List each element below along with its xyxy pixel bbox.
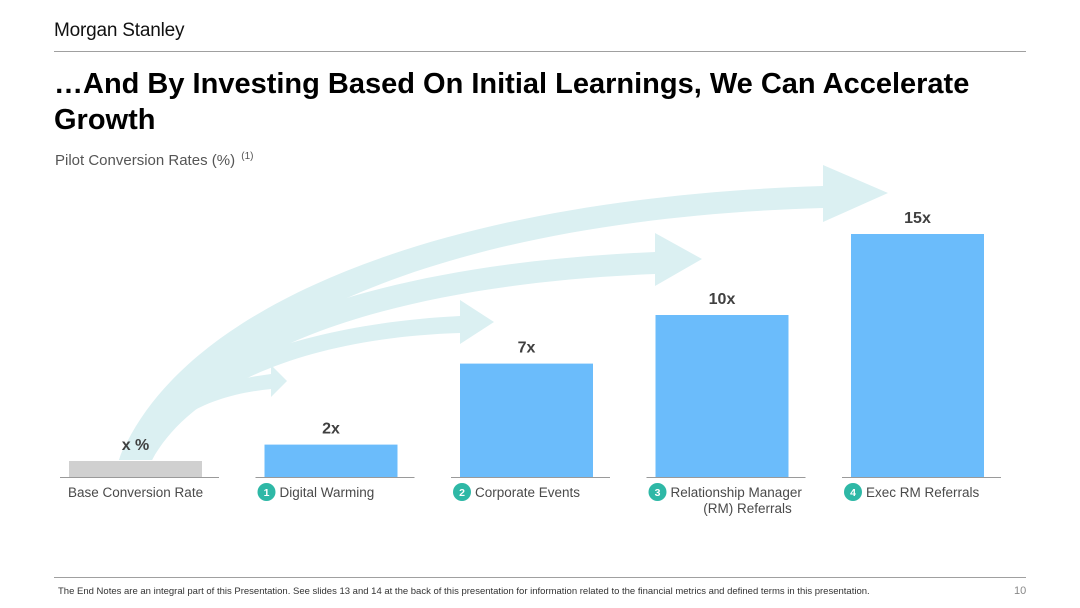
data-label-1: x %	[122, 437, 150, 454]
step-badge-3	[648, 483, 667, 501]
page-number: 10	[1014, 585, 1027, 597]
category-labels: x % Base Conversion Rate 2x 1 Digital Warmin…	[68, 210, 980, 516]
category-label-4: Relationship Manager	[671, 485, 803, 500]
step-number-1: 1	[264, 487, 270, 499]
bar-1	[69, 461, 202, 477]
bar-3	[460, 363, 593, 477]
bottom-divider	[54, 577, 1026, 578]
step-number-2: 2	[459, 487, 465, 499]
slide-title: …And By Investing Based On Initial Learn…	[54, 68, 970, 136]
category-label-3: Corporate Events	[475, 485, 580, 500]
morgan-stanley-logo: Morgan Stanley	[54, 20, 185, 41]
category-label-5: Exec RM Referrals	[866, 485, 980, 500]
category-label-1: Base Conversion Rate	[68, 485, 203, 500]
growth-arrows	[119, 165, 888, 460]
step-number-3: 3	[655, 487, 661, 499]
data-label-5: 15x	[904, 210, 931, 227]
step-number-4: 4	[850, 487, 856, 499]
data-label-2: 2x	[322, 421, 340, 438]
category-label-4-line2: (RM) Referrals	[703, 501, 792, 516]
chart-subtitle-note: (1)	[241, 151, 254, 162]
bar-4	[655, 315, 789, 477]
chart-subtitle-text: Pilot Conversion Rates (%)	[55, 152, 236, 169]
step-badge-1	[257, 483, 276, 501]
data-label-4: 10x	[709, 291, 736, 308]
category-label-2: Digital Warming	[280, 485, 375, 500]
footnote: The End Notes are an integral part of th…	[58, 586, 870, 597]
data-label-3: 7x	[518, 340, 536, 357]
growth-arrow-4	[119, 165, 888, 460]
step-badge-4	[844, 483, 862, 501]
bars	[69, 234, 984, 477]
top-divider	[54, 51, 1026, 52]
step-badge-2	[453, 483, 471, 501]
chart-subtitle: Pilot Conversion Rates (%) (1)	[55, 151, 253, 169]
bar-5	[851, 234, 984, 477]
bar-2	[264, 444, 398, 477]
